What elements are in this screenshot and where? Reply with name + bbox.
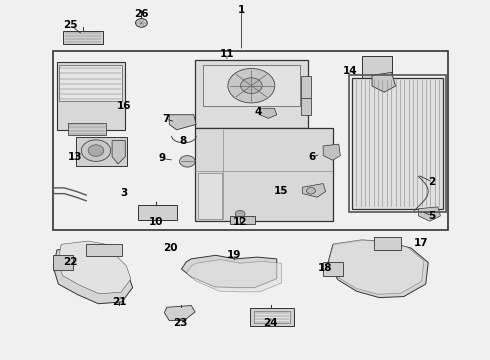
Text: 22: 22 — [63, 257, 78, 267]
Polygon shape — [328, 240, 428, 298]
Text: 13: 13 — [68, 152, 83, 162]
Text: 3: 3 — [121, 188, 128, 198]
Bar — [230, 216, 255, 224]
Bar — [195, 128, 333, 221]
Bar — [374, 237, 401, 250]
Bar — [195, 60, 308, 128]
Text: 16: 16 — [117, 102, 131, 112]
Circle shape — [88, 145, 104, 156]
Text: 25: 25 — [63, 20, 78, 30]
Bar — [59, 65, 122, 101]
Text: 1: 1 — [238, 5, 245, 15]
Bar — [348, 75, 446, 212]
Text: 15: 15 — [273, 186, 288, 196]
Circle shape — [228, 68, 275, 103]
Circle shape — [241, 78, 262, 94]
Text: 5: 5 — [429, 211, 436, 221]
Bar — [250, 309, 294, 326]
Bar — [53, 255, 73, 270]
Text: 18: 18 — [318, 263, 332, 273]
Text: 17: 17 — [414, 238, 428, 248]
Bar — [63, 31, 103, 44]
Bar — [203, 64, 300, 107]
Circle shape — [81, 140, 111, 161]
Polygon shape — [329, 240, 424, 294]
Bar — [138, 205, 176, 220]
Bar — [362, 56, 392, 87]
Bar — [301, 98, 311, 116]
Text: 24: 24 — [264, 319, 278, 328]
Bar — [254, 311, 290, 323]
Circle shape — [136, 19, 147, 27]
Polygon shape — [372, 72, 395, 92]
Text: 7: 7 — [162, 114, 170, 124]
Text: 11: 11 — [220, 49, 234, 59]
Text: 12: 12 — [233, 217, 247, 227]
Text: 20: 20 — [164, 243, 178, 253]
Bar — [301, 76, 311, 98]
Polygon shape — [418, 207, 441, 221]
Polygon shape — [53, 246, 133, 304]
Text: 21: 21 — [112, 297, 126, 307]
Polygon shape — [169, 115, 196, 130]
Polygon shape — [181, 255, 277, 288]
Text: 9: 9 — [158, 153, 166, 163]
Text: 6: 6 — [309, 152, 316, 162]
Text: 14: 14 — [343, 66, 357, 76]
Polygon shape — [323, 144, 340, 160]
Text: 2: 2 — [429, 177, 436, 187]
Polygon shape — [112, 140, 125, 164]
Text: 4: 4 — [254, 107, 262, 117]
Bar — [53, 51, 448, 230]
Polygon shape — [58, 241, 131, 294]
Text: 26: 26 — [134, 9, 148, 19]
Bar — [68, 123, 106, 135]
Text: 10: 10 — [149, 217, 163, 227]
Bar — [86, 244, 122, 256]
Bar — [323, 262, 343, 276]
Polygon shape — [303, 184, 326, 197]
Bar — [76, 137, 127, 166]
Polygon shape — [164, 306, 195, 320]
Circle shape — [307, 188, 316, 194]
Bar — [57, 62, 125, 130]
Circle shape — [179, 156, 195, 167]
Polygon shape — [186, 260, 282, 292]
Text: 8: 8 — [179, 136, 187, 145]
Bar — [197, 173, 221, 220]
Bar — [352, 78, 443, 209]
Polygon shape — [260, 108, 277, 118]
Text: 23: 23 — [173, 319, 188, 328]
Circle shape — [235, 211, 245, 218]
Text: 19: 19 — [227, 250, 242, 260]
